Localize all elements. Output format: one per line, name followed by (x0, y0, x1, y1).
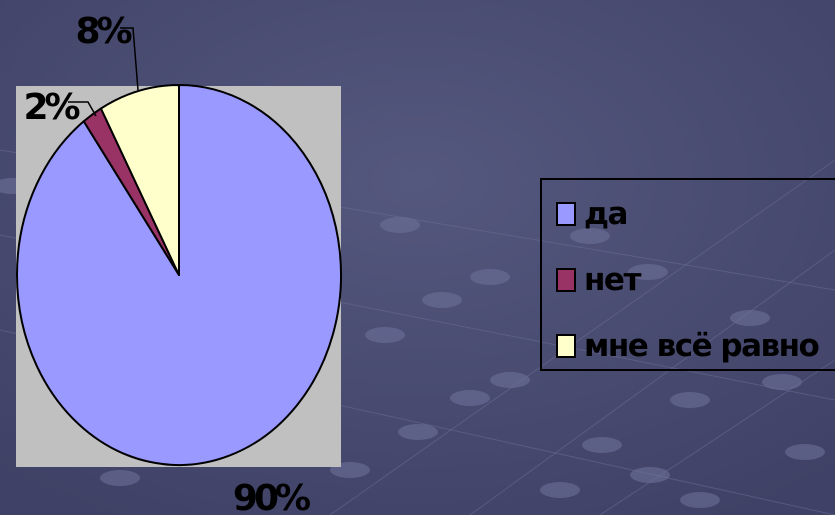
legend-item-3: мне всё равно (556, 326, 820, 366)
background-dot (365, 327, 405, 343)
legend-item-2: нет (556, 260, 641, 300)
background-dot (380, 217, 420, 233)
background-dot (630, 467, 670, 483)
background-dot (670, 392, 710, 408)
legend-swatch (556, 202, 576, 226)
background-dot (762, 374, 802, 390)
background-dot (100, 470, 140, 486)
legend-label: нет (584, 262, 641, 298)
legend-swatch (556, 334, 576, 358)
background-dot (540, 482, 580, 498)
background-dot (570, 228, 610, 244)
data-labels: 90% 2% 8% (23, 11, 314, 515)
legend-label: мне всё равно (584, 328, 820, 364)
pie-chart (16, 84, 343, 466)
background-line (329, 159, 835, 515)
background-dot (470, 269, 510, 285)
background-line (469, 249, 835, 515)
background-dot (730, 310, 770, 326)
legend-label: да (584, 196, 628, 232)
data-label-3: 8% (75, 11, 131, 52)
pie-slice-3 (99, 84, 180, 276)
legend-swatch (556, 268, 576, 292)
background-dot (422, 292, 462, 308)
chart-legend: да нет мне всё равно (540, 178, 835, 371)
legend-item-1: да (556, 194, 628, 234)
background-dot (582, 437, 622, 453)
leader-line-2 (68, 101, 97, 117)
background-dot (490, 372, 530, 388)
data-label-1: 90% (233, 478, 310, 515)
background-dot (785, 444, 825, 460)
background-dot (680, 492, 720, 508)
background-dot (398, 424, 438, 440)
data-label-2: 2% (23, 87, 79, 128)
background-dot (628, 264, 668, 280)
leader-line-3 (120, 27, 139, 91)
background-dot (450, 390, 490, 406)
